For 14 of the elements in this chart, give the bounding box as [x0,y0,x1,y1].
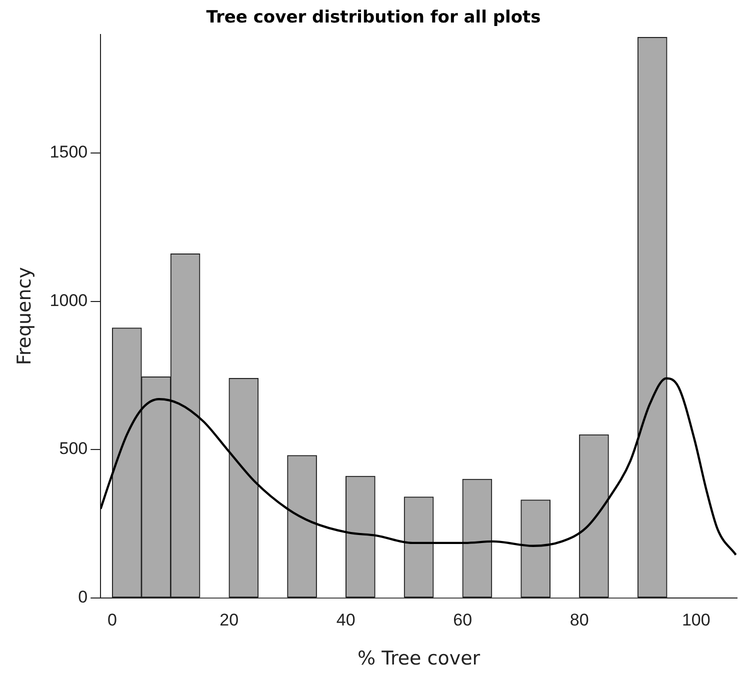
x-tick-label: 20 [220,610,239,630]
y-tick-label: 1000 [50,290,88,310]
x-tick-label: 80 [570,610,589,630]
y-axis-title: Frequency [13,267,36,366]
x-axis-title: % Tree cover [358,648,480,670]
line-series [100,377,737,556]
y-tick-label: 0 [78,587,88,606]
x-tick-label: 100 [682,610,710,630]
y-tick-label: 1500 [50,142,88,162]
x-tick-label: 0 [108,610,118,630]
x-tick-label: 60 [453,610,472,630]
y-tick-label: 500 [59,439,88,458]
x-tick-label: 40 [336,610,356,630]
chart-title: Tree cover distribution for all plots [206,8,541,28]
